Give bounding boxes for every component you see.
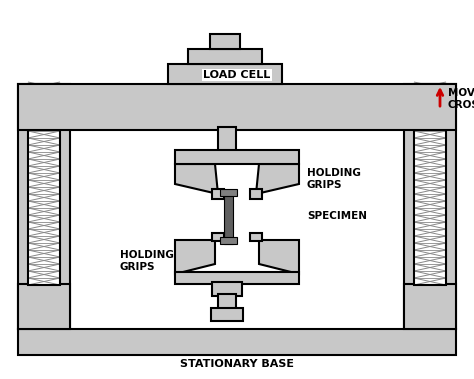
Bar (220, 237, 237, 244)
Text: MOVING
CROSSHEAD: MOVING CROSSHEAD (448, 88, 474, 110)
Bar (28, 84, 60, 285)
Text: LOAD CELL: LOAD CELL (203, 70, 271, 80)
Text: SPECIMEN: SPECIMEN (307, 211, 367, 221)
Bar (250, 189, 262, 199)
Bar (18, 284, 70, 329)
Bar (28, 84, 60, 285)
Bar (175, 150, 299, 164)
Polygon shape (175, 240, 215, 274)
Bar (168, 64, 282, 84)
Bar (211, 308, 243, 321)
Bar (220, 189, 237, 196)
Bar (250, 233, 262, 241)
Bar (218, 294, 236, 310)
Polygon shape (259, 240, 299, 274)
Bar (175, 272, 299, 284)
Bar (212, 153, 242, 161)
Bar (18, 329, 456, 355)
Bar (414, 84, 446, 285)
Bar (188, 49, 262, 64)
Bar (18, 84, 70, 329)
Bar (210, 34, 240, 49)
Bar (212, 233, 224, 241)
Bar (212, 189, 224, 199)
Bar (404, 84, 456, 329)
Bar (218, 127, 236, 155)
Text: HOLDING
GRIPS: HOLDING GRIPS (120, 250, 174, 272)
Text: HOLDING
GRIPS: HOLDING GRIPS (307, 168, 361, 190)
Polygon shape (256, 164, 299, 194)
Bar (18, 84, 456, 130)
Bar (404, 284, 456, 329)
Polygon shape (175, 164, 218, 194)
Bar (224, 194, 233, 244)
Bar (414, 84, 446, 285)
Text: STATIONARY BASE: STATIONARY BASE (180, 359, 294, 369)
Bar (212, 282, 242, 296)
